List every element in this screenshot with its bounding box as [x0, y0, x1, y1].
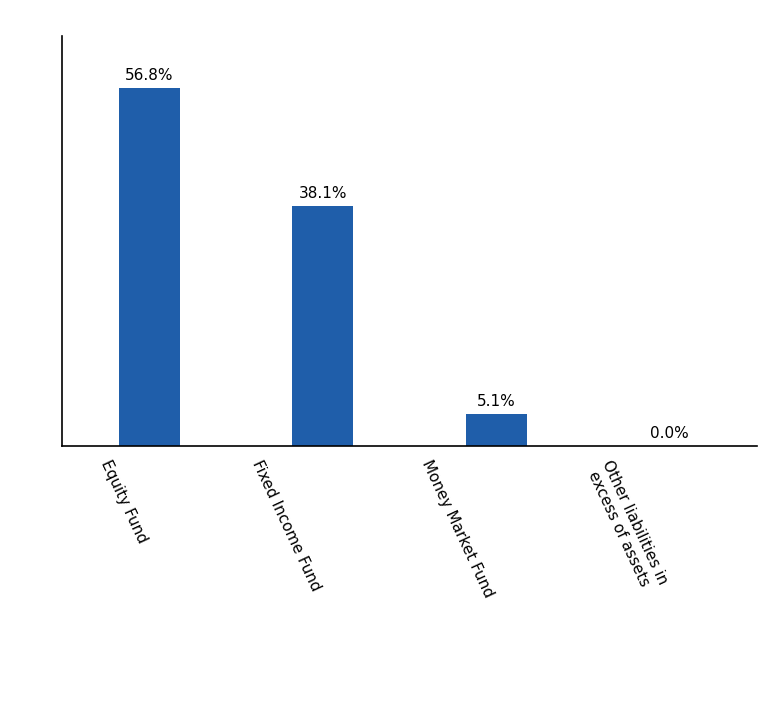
Bar	[292, 206, 353, 446]
Text: 0.0%: 0.0%	[651, 426, 690, 441]
Text: 38.1%: 38.1%	[299, 186, 347, 201]
Bar	[119, 88, 179, 446]
Text: 5.1%: 5.1%	[477, 394, 516, 409]
Text: 56.8%: 56.8%	[125, 68, 173, 83]
Bar	[466, 414, 526, 446]
